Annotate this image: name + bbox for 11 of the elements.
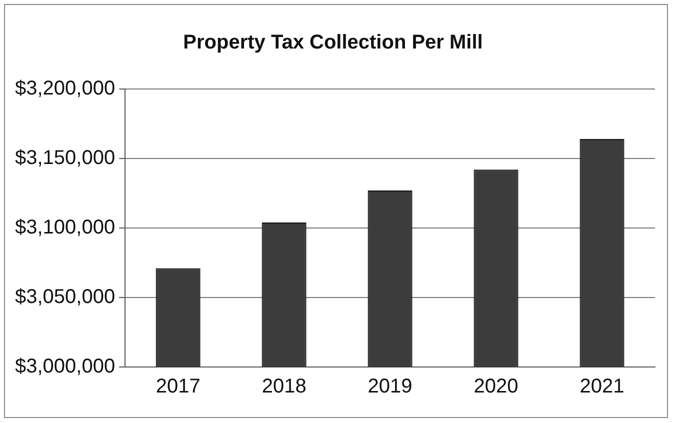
x-tick-label: 2017 [156, 376, 200, 398]
y-tick-label: $3,050,000 [14, 286, 116, 308]
y-tick-label: $3,000,000 [14, 356, 116, 378]
x-tick-label: 2020 [474, 376, 518, 398]
y-tick-label: $3,100,000 [14, 216, 116, 239]
x-tick-label: 2019 [368, 376, 412, 398]
chart-title: Property Tax Collection Per Mill [183, 32, 483, 54]
x-tick-label: 2018 [262, 376, 306, 398]
x-tick-label: 2021 [580, 376, 624, 398]
y-tick-label: $3,150,000 [14, 147, 116, 170]
y-tick-label: $3,200,000 [14, 78, 116, 100]
